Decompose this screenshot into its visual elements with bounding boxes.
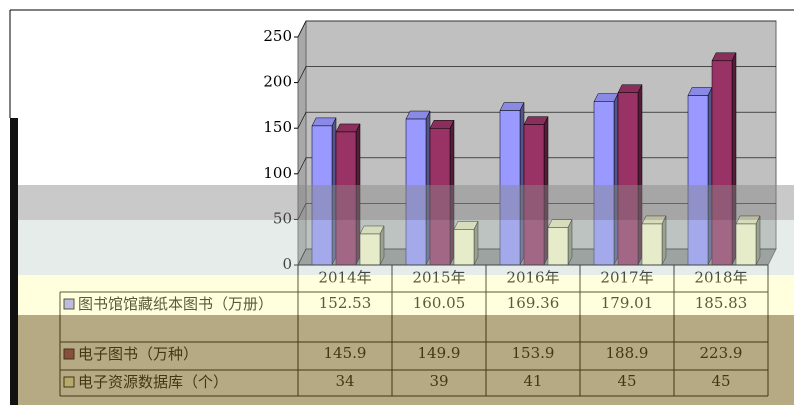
x-tick-label: 2016年 [506, 269, 559, 287]
bar [359, 233, 381, 266]
side-wall [297, 20, 307, 266]
x-tick-label: 2014年 [318, 269, 371, 287]
bar-side [473, 221, 479, 266]
legend-label: 电子资源数据库（个） [78, 373, 229, 391]
bar-side [731, 52, 737, 266]
table-value: 145.9 [324, 344, 367, 362]
bar [711, 60, 733, 266]
table-value: 149.9 [418, 344, 461, 362]
legend-label: 图书馆馆藏纸本图书（万册） [78, 295, 274, 313]
x-tick-label: 2015年 [412, 269, 465, 287]
y-tick-label: 250 [263, 27, 292, 45]
bar [523, 124, 545, 266]
table-value: 185.83 [695, 294, 748, 312]
table-value: 39 [429, 372, 448, 390]
bar [429, 128, 451, 266]
table-value: 45 [617, 372, 636, 390]
bar-side [637, 84, 643, 266]
bar [335, 131, 357, 266]
bar-side [425, 110, 431, 266]
legend-label: 电子图书（万种） [78, 345, 199, 363]
bar-side [755, 215, 761, 266]
bar [641, 223, 663, 266]
bar [405, 118, 427, 266]
bar-side [707, 87, 713, 266]
bar [311, 125, 333, 266]
y-tick-label: 100 [263, 164, 292, 182]
y-tick-label: 50 [273, 209, 292, 227]
bar-side [449, 120, 455, 266]
legend-label-box: 电子资源数据库（个） [78, 373, 229, 391]
bars [311, 52, 761, 266]
legend-key [63, 298, 75, 310]
bar-side [613, 93, 619, 266]
table-value: 179.01 [601, 294, 654, 312]
bar [547, 227, 569, 266]
table-value: 169.36 [507, 294, 560, 312]
bar-side [567, 219, 573, 266]
y-tick-label: 150 [263, 118, 292, 136]
legend-key [63, 376, 75, 388]
x-tick-label: 2017年 [600, 269, 653, 287]
legend-label-box: 电子图书（万种） [78, 345, 199, 363]
bar-side [543, 116, 549, 266]
legend-label-box: 图书馆馆藏纸本图书（万册） [78, 295, 274, 313]
table-value: 41 [523, 372, 542, 390]
table-value: 152.53 [319, 294, 372, 312]
bar [453, 229, 475, 266]
table-value: 45 [711, 372, 730, 390]
grid-line [297, 66, 776, 83]
table-value: 160.05 [413, 294, 466, 312]
y-tick-label: 200 [263, 73, 292, 91]
bar-side [331, 117, 337, 266]
bar [499, 110, 521, 266]
y-tick-label: 0 [282, 255, 292, 273]
table-value: 153.9 [512, 344, 555, 362]
bar-side [519, 102, 525, 266]
bar [617, 92, 639, 266]
bar [687, 95, 709, 266]
bar-side [355, 123, 361, 266]
bar [593, 101, 615, 266]
table-value: 188.9 [606, 344, 649, 362]
table-value: 34 [335, 372, 354, 390]
table-value: 223.9 [700, 344, 743, 362]
x-tick-label: 2018年 [694, 269, 747, 287]
legend-key [63, 348, 75, 360]
grid-line [297, 20, 776, 38]
bar [735, 223, 757, 266]
bar-side [661, 215, 667, 266]
